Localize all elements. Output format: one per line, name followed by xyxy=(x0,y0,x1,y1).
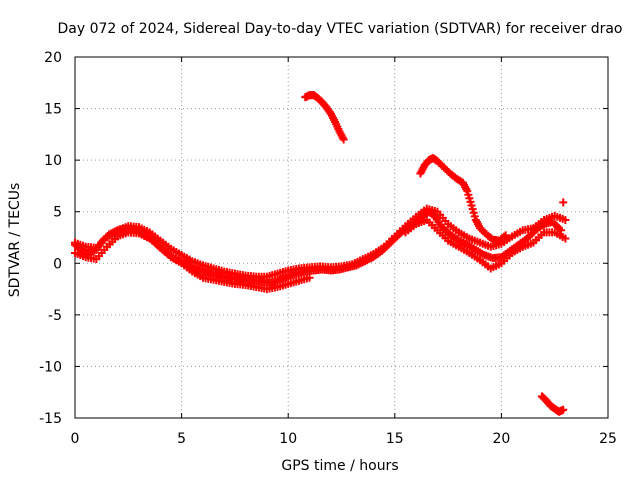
series-upper-band xyxy=(71,204,570,281)
y-tick-label: 0 xyxy=(53,256,62,272)
plot-frame xyxy=(74,56,609,419)
y-tick-label: -15 xyxy=(39,411,62,427)
series-low-arc xyxy=(537,392,568,416)
series-high-arc-2 xyxy=(416,154,510,245)
y-tick-label: 10 xyxy=(44,153,62,169)
y-tick-label: -5 xyxy=(48,308,62,324)
x-tick-label: 15 xyxy=(386,431,404,447)
y-tick-label: 5 xyxy=(53,205,62,221)
data-point xyxy=(559,198,568,207)
grid xyxy=(75,57,608,418)
y-tick-label: -10 xyxy=(39,359,62,375)
y-axis-label: SDTVAR / TECUs xyxy=(7,183,23,298)
data-point xyxy=(500,232,509,241)
x-axis-label: GPS time / hours xyxy=(281,458,398,474)
data-point xyxy=(561,215,570,224)
data-point xyxy=(305,273,314,282)
x-tick-label: 20 xyxy=(492,431,510,447)
x-tick-label: 0 xyxy=(71,431,80,447)
data-points xyxy=(71,91,570,416)
y-tick-label: 20 xyxy=(44,50,62,66)
chart-title: Day 072 of 2024, Sidereal Day-to-day VTE… xyxy=(57,21,622,37)
axis-ticks: 0 5 10 15 20 25 -15 -10 -5 0 5 10 15 20 xyxy=(39,50,617,447)
data-point xyxy=(339,135,348,144)
series-outlier xyxy=(559,198,568,207)
x-tick-label: 5 xyxy=(177,431,186,447)
data-point xyxy=(501,231,510,240)
x-tick-label: 10 xyxy=(279,431,297,447)
x-tick-label: 25 xyxy=(599,431,617,447)
data-point xyxy=(559,405,568,414)
series-high-arc-1 xyxy=(301,91,348,144)
series-lower-band xyxy=(71,215,570,294)
y-tick-label: 15 xyxy=(44,102,62,118)
data-point xyxy=(561,234,570,243)
